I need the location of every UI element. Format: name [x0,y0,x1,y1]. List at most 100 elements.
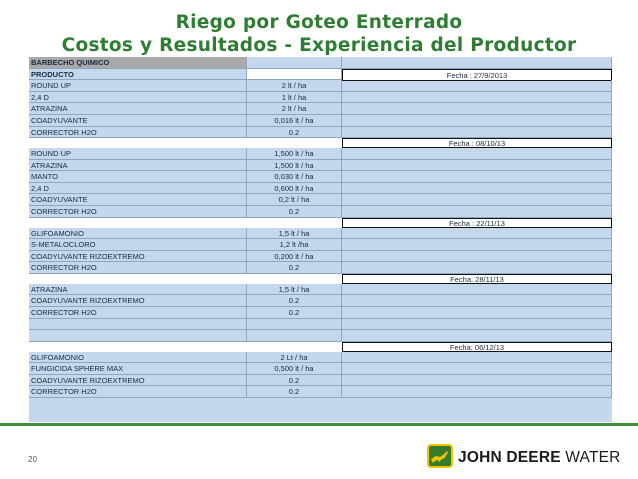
table-row: GLIFOAMONIO 1,5 lt / ha [29,227,612,240]
dose-value: 0.2 [288,296,300,306]
brand-logotype: JOHN DEERE WATER [458,449,621,467]
dose-cell: 1,500 lt / ha [247,148,342,160]
product-name: COADYUVANTE [31,195,88,205]
leaping-deer-icon-shape [431,451,448,463]
brand-suffix: WATER [565,449,621,466]
product-name: CORRECTOR H2O [31,307,97,317]
product-name: GLIFOAMONIO [31,228,84,238]
table-row: S-METALOCLORO 1,2 lt /ha [29,239,612,251]
dose-cell [247,68,342,81]
product-cell: COADYUVANTE [29,115,247,127]
product-name: CORRECTOR H2O [31,387,97,397]
dose-value: 1,5 lt / ha [278,284,310,294]
dose-cell: 0.2 [247,306,342,319]
dose-value: 0.2 [288,207,300,217]
product-cell: ATRAZINA [29,159,247,172]
product-cell: BARBECHO QUIMICO [29,57,247,69]
date-box: Fecha : 08/10/13 [342,138,612,148]
page-title-line-2: Costos y Resultados - Experiencia del Pr… [61,35,577,56]
date-label: Fecha : 22/11/13 [449,218,505,228]
dose-cell: 2 lt / ha [247,103,342,115]
product-cell: ATRAZINA [29,283,247,296]
notes-cell [342,159,612,172]
notes-cell [342,103,612,115]
dose-cell: 2 lt / ha [247,80,342,92]
product-name: S-METALOCLORO [31,240,96,250]
notes-cell [342,57,612,69]
product-cell: 2,4 D [29,182,247,195]
dose-cell: 0.2 [247,295,342,307]
product-cell: CORRECTOR H2O [29,126,247,139]
table-row: GLIFOAMONIO 2 Lt / ha [29,351,612,364]
dose-cell: 0,500 lt / ha [247,363,342,375]
dose-value: 0,2 lt / ha [278,195,310,205]
dose-cell: 1,2 lt /ha [247,239,342,251]
dose-cell: 2 Lt / ha [247,351,342,364]
dose-cell: 0.2 [247,374,342,387]
product-cell: COADYUVANTE RIZOEXTREMO [29,250,247,263]
table-row: COADYUVANTE RIZOEXTREMO 0.2 [29,374,612,387]
dose-value: 1,500 lt / ha [274,160,314,170]
table-row: CORRECTOR H2O 0.2 [29,206,612,218]
product-cell: CORRECTOR H2O [29,386,247,399]
table-row: COADYUVANTE RIZOEXTREMO 0.2 [29,295,612,307]
table-row: CORRECTOR H2O 0.2 [29,262,612,274]
product-name: ROUND UP [31,81,72,91]
date-box: Fecha: 06/12/13 [342,341,612,352]
dose-cell: 0.2 [247,386,342,399]
table-row: ROUND UP 2 lt / ha [29,80,612,92]
notes-cell [342,126,612,139]
product-name: CORRECTOR H2O [31,263,97,273]
table-row: MANTO 0,030 lt / ha [29,171,612,183]
product-cell: PRODUCTO [29,68,247,81]
dose-cell [247,330,342,342]
dose-value: 1,500 lt / ha [274,149,314,159]
notes-cell [342,171,612,183]
product-name: CORRECTOR H2O [31,207,97,217]
dose-value: 0,500 lt / ha [274,364,314,374]
product-cell: CORRECTOR H2O [29,206,247,218]
date-box: Fecha: 28/11/13 [342,273,612,284]
notes-cell [342,194,612,207]
column-header: PRODUCTO [31,69,74,79]
notes-cell [342,206,612,218]
product-name: ATRAZINA [31,284,68,294]
dose-cell [247,318,342,331]
notes-cell [342,227,612,240]
dose-value: 0.2 [288,263,300,273]
notes-cell [342,262,612,274]
dose-value: 1,2 lt /ha [279,240,309,250]
dose-value: 0,016 lt / ha [274,116,314,125]
notes-cell [342,318,612,331]
notes-cell [342,182,612,195]
product-name: COADYUVANTE RIZOEXTREMO [31,296,145,306]
dose-cell: 0,600 lt / ha [247,182,342,195]
dose-value: 1,5 lt / ha [278,228,310,238]
table-row: COADYUVANTE 0,2 lt / ha [29,194,612,207]
notes-cell [342,91,612,104]
group-separator [29,273,612,284]
brand-name: JOHN DEERE [458,449,561,466]
product-name: COADYUVANTE RIZOEXTREMO [31,251,145,261]
product-name: 2,4 D [31,183,49,193]
product-name: MANTO [31,172,58,182]
product-name: COADYUVANTE RIZOEXTREMO [31,375,145,385]
product-cell: 2,4 D [29,91,247,104]
product-cell: CORRECTOR H2O [29,306,247,319]
date-label: Fecha: 06/12/13 [449,342,505,352]
product-cell: COADYUVANTE RIZOEXTREMO [29,295,247,307]
group-separator [29,217,612,228]
notes-cell [342,330,612,342]
product-name: FUNGICIDA SPHERE MAX [31,364,124,374]
dose-value: 0.2 [288,375,300,385]
product-cell: GLIFOAMONIO [29,351,247,364]
product-cell: ROUND UP [29,80,247,92]
dose-value: 2 lt / ha [281,104,307,114]
notes-cell [342,351,612,364]
date-label: Fecha: 28/11/13 [450,274,504,284]
dose-value: 2 Lt / ha [280,352,308,362]
product-name: ROUND UP [31,149,72,159]
table-row: COADYUVANTE RIZOEXTREMO 0,200 lt / ha [29,250,612,263]
table-row: FUNGICIDA SPHERE MAX 0,500 lt / ha [29,363,612,375]
dose-cell [247,57,342,69]
